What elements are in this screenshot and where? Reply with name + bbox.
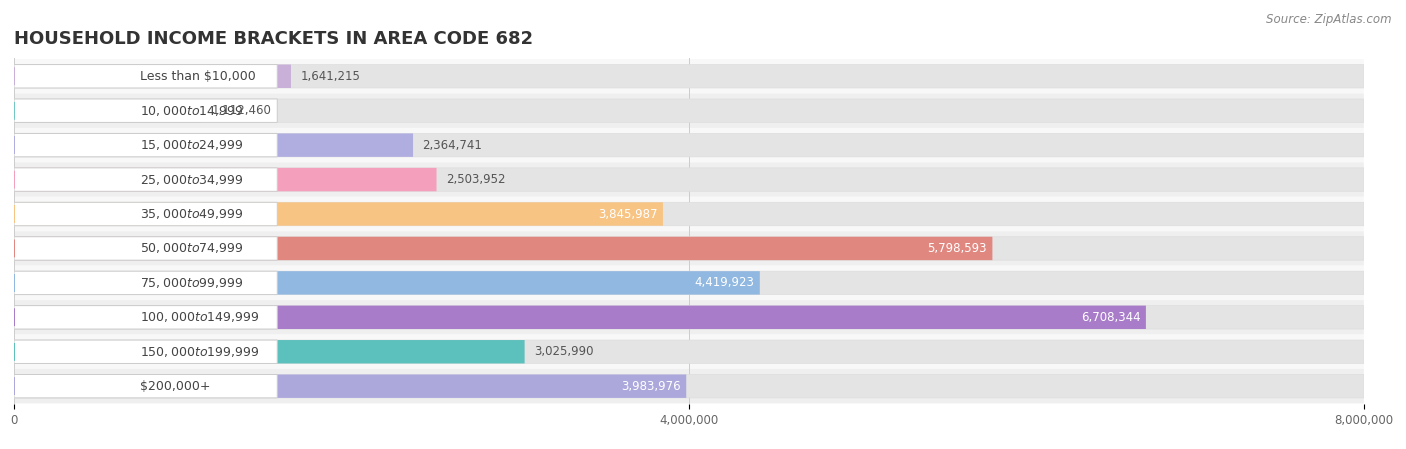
FancyBboxPatch shape [14,133,413,157]
FancyBboxPatch shape [14,237,993,260]
FancyBboxPatch shape [14,340,277,364]
FancyBboxPatch shape [14,163,1364,197]
FancyBboxPatch shape [14,369,1364,403]
FancyBboxPatch shape [14,306,1364,329]
FancyBboxPatch shape [14,65,1364,88]
FancyBboxPatch shape [14,237,1364,260]
Text: $50,000 to $74,999: $50,000 to $74,999 [141,242,243,255]
FancyBboxPatch shape [14,133,1364,157]
FancyBboxPatch shape [14,231,1364,266]
Text: 3,025,990: 3,025,990 [534,345,593,358]
FancyBboxPatch shape [14,133,277,157]
FancyBboxPatch shape [14,99,1364,123]
Text: $200,000+: $200,000+ [141,380,211,393]
Text: 1,641,215: 1,641,215 [301,70,360,83]
FancyBboxPatch shape [14,202,664,226]
FancyBboxPatch shape [14,202,1364,226]
FancyBboxPatch shape [14,271,277,295]
Text: 2,364,741: 2,364,741 [422,139,482,152]
FancyBboxPatch shape [14,271,759,295]
Text: $35,000 to $49,999: $35,000 to $49,999 [141,207,243,221]
Text: 3,983,976: 3,983,976 [621,380,681,393]
Text: $15,000 to $24,999: $15,000 to $24,999 [141,138,243,152]
FancyBboxPatch shape [14,168,436,191]
Text: Less than $10,000: Less than $10,000 [141,70,256,83]
FancyBboxPatch shape [14,202,277,226]
FancyBboxPatch shape [14,128,1364,163]
Text: 5,798,593: 5,798,593 [928,242,987,255]
FancyBboxPatch shape [14,197,1364,231]
Text: $25,000 to $34,999: $25,000 to $34,999 [141,172,243,187]
FancyBboxPatch shape [14,65,291,88]
FancyBboxPatch shape [14,65,277,88]
Text: $10,000 to $14,999: $10,000 to $14,999 [141,104,243,118]
FancyBboxPatch shape [14,99,201,123]
FancyBboxPatch shape [14,374,686,398]
FancyBboxPatch shape [14,266,1364,300]
Text: 1,112,460: 1,112,460 [211,104,271,117]
FancyBboxPatch shape [14,168,1364,191]
FancyBboxPatch shape [14,340,1364,364]
Text: HOUSEHOLD INCOME BRACKETS IN AREA CODE 682: HOUSEHOLD INCOME BRACKETS IN AREA CODE 6… [14,31,533,48]
Text: 6,708,344: 6,708,344 [1081,311,1140,324]
FancyBboxPatch shape [14,340,524,364]
FancyBboxPatch shape [14,306,277,329]
FancyBboxPatch shape [14,335,1364,369]
Text: 4,419,923: 4,419,923 [695,277,755,290]
FancyBboxPatch shape [14,374,1364,398]
FancyBboxPatch shape [14,374,277,398]
Text: $150,000 to $199,999: $150,000 to $199,999 [141,345,260,359]
FancyBboxPatch shape [14,99,277,123]
FancyBboxPatch shape [14,306,1146,329]
Text: $100,000 to $149,999: $100,000 to $149,999 [141,310,260,324]
FancyBboxPatch shape [14,168,277,191]
Text: 2,503,952: 2,503,952 [446,173,506,186]
Text: $75,000 to $99,999: $75,000 to $99,999 [141,276,243,290]
FancyBboxPatch shape [14,300,1364,335]
FancyBboxPatch shape [14,271,1364,295]
FancyBboxPatch shape [14,59,1364,93]
FancyBboxPatch shape [14,237,277,260]
Text: 3,845,987: 3,845,987 [598,207,658,220]
FancyBboxPatch shape [14,93,1364,128]
Text: Source: ZipAtlas.com: Source: ZipAtlas.com [1267,13,1392,26]
